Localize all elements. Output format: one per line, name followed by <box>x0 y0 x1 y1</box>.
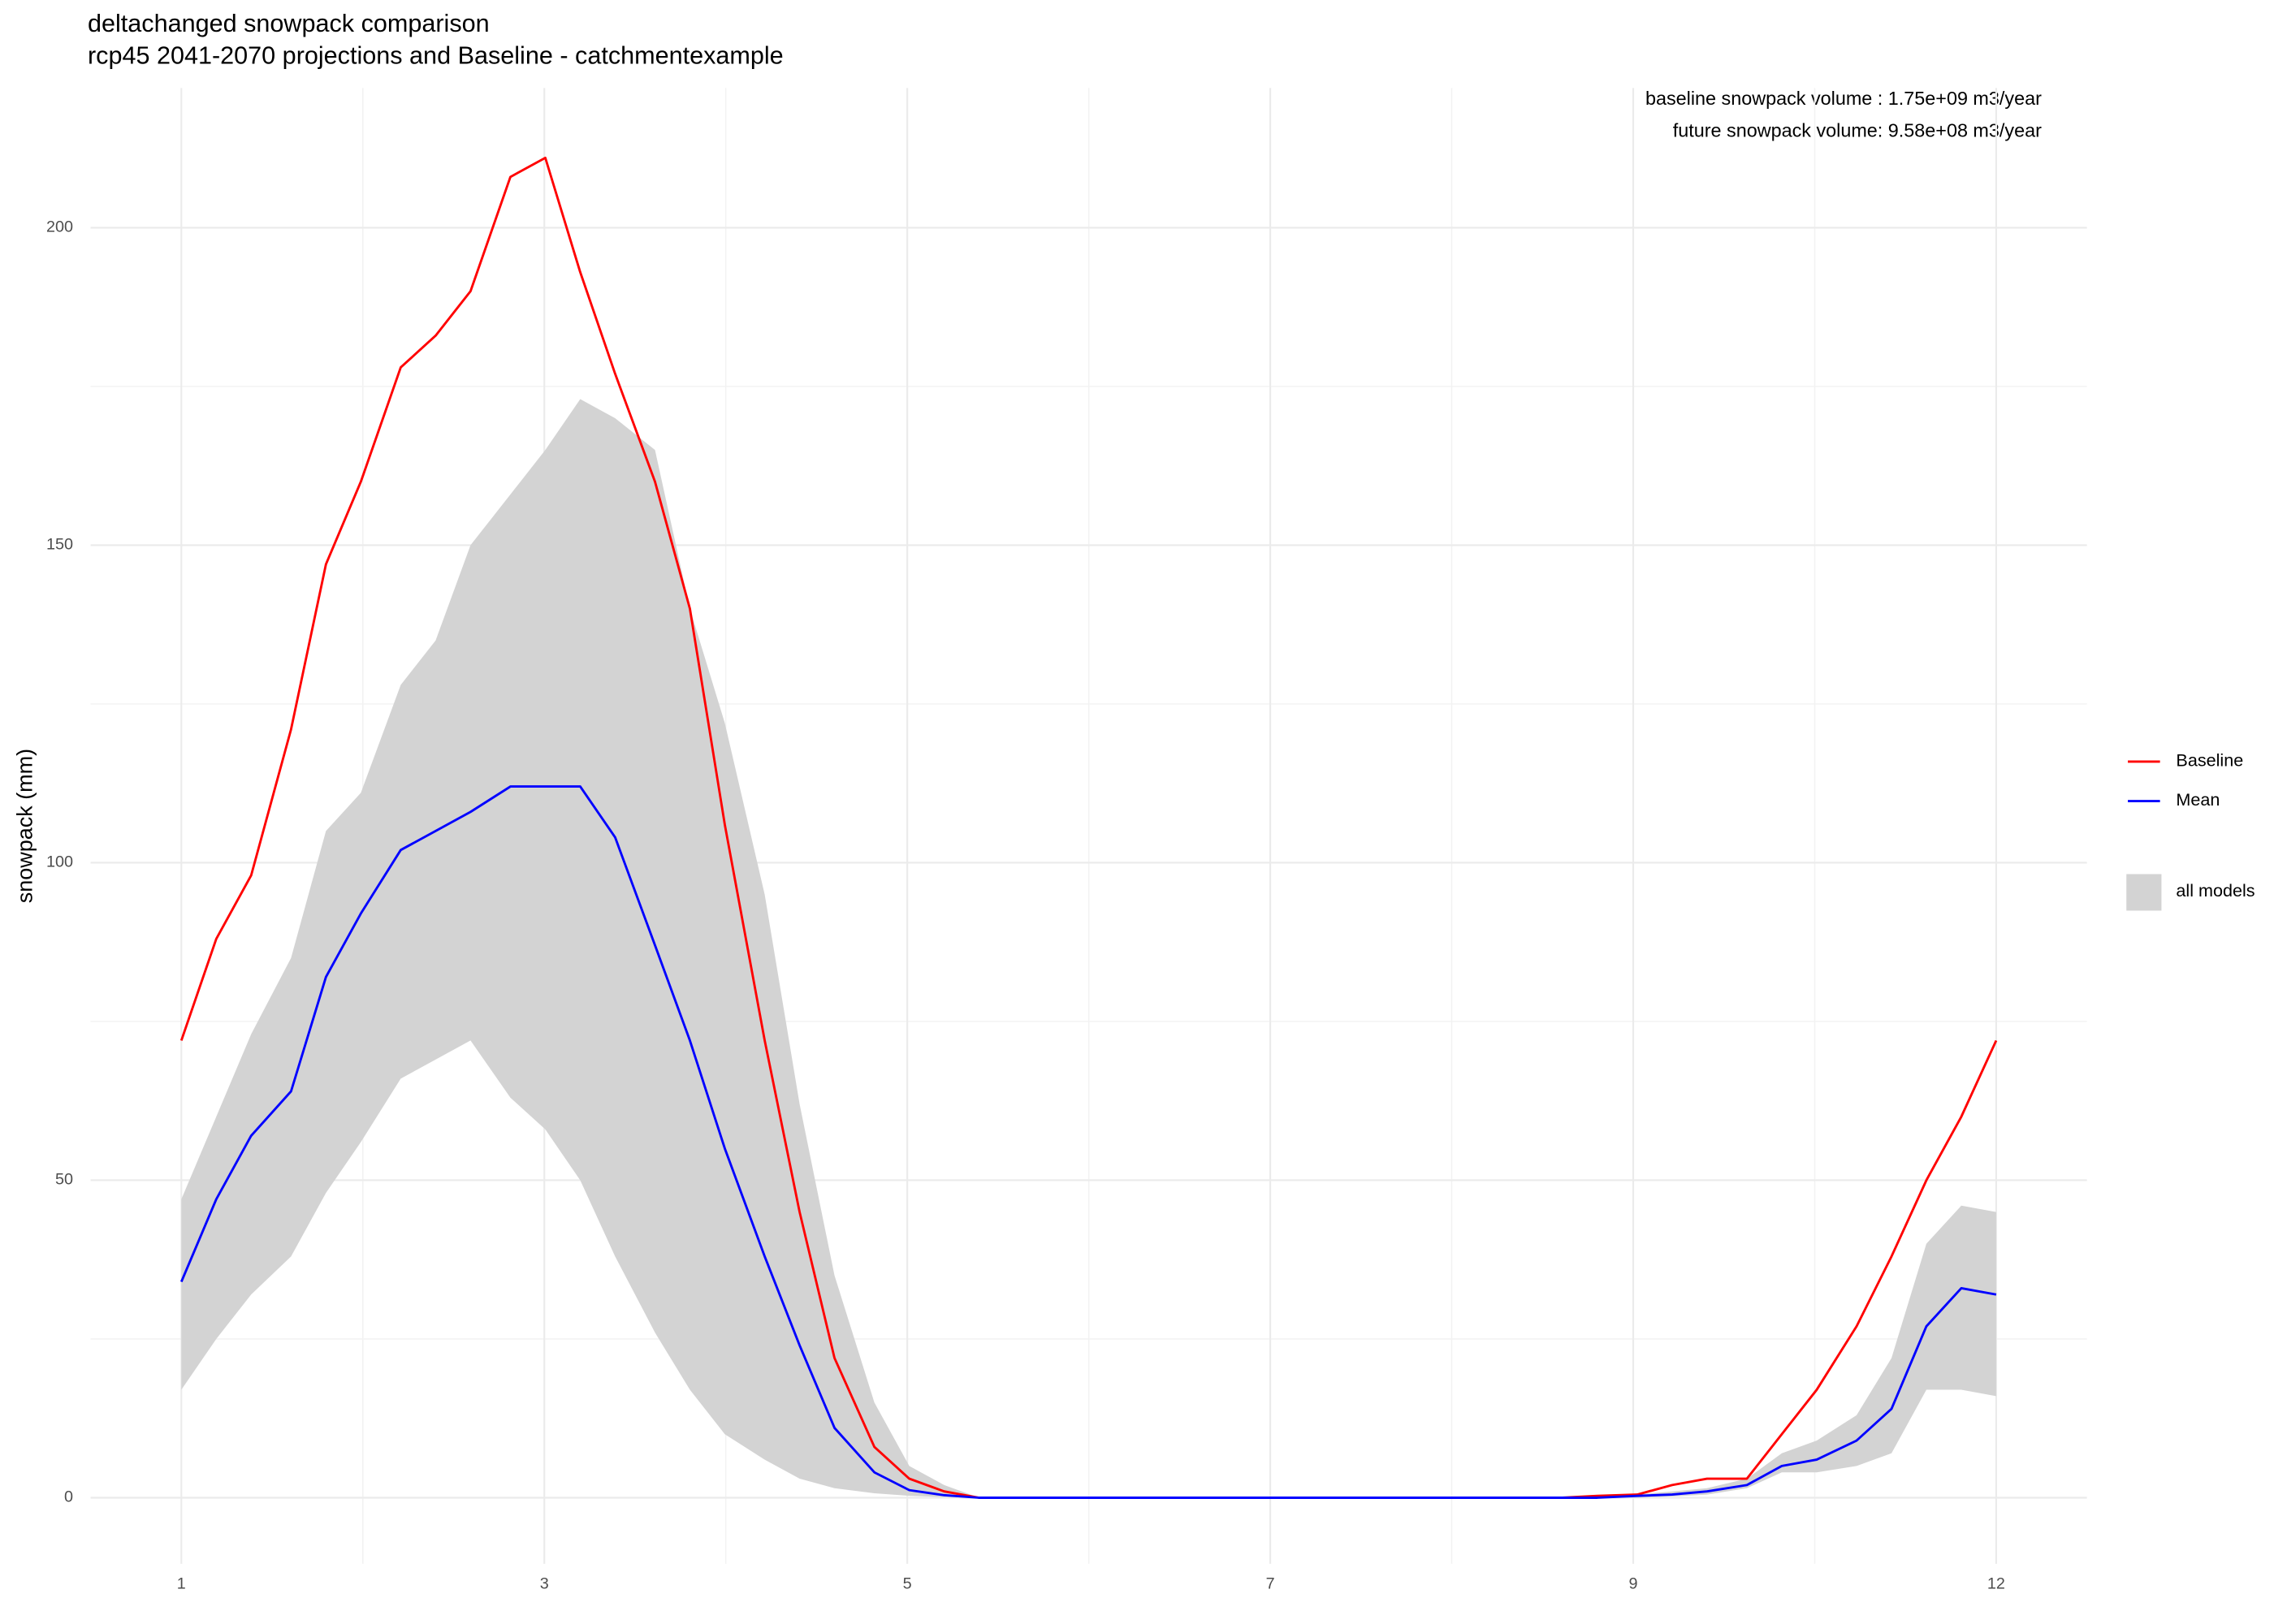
y-tick-label: 0 <box>64 1488 73 1506</box>
x-tick-label: 12 <box>1987 1574 2005 1592</box>
chart-subtitle: rcp45 2041-2070 projections and Baseline… <box>88 42 784 70</box>
legend-swatch <box>2126 874 2162 911</box>
y-tick-label: 200 <box>46 218 73 236</box>
annotation: future snowpack volume: 9.58e+08 m3/year <box>1673 120 2042 141</box>
legend-label: all models <box>2176 880 2255 901</box>
x-tick-label: 9 <box>1628 1574 1637 1592</box>
ribbon <box>181 399 1996 1498</box>
line <box>179 785 1997 1499</box>
x-tick-label: 3 <box>540 1574 549 1592</box>
x-tick-label: 5 <box>903 1574 912 1592</box>
legend-label: Mean <box>2176 789 2220 810</box>
y-tick-label: 150 <box>46 536 73 554</box>
x-tick-label: 1 <box>177 1574 186 1592</box>
chart-title: deltachanged snowpack comparison <box>88 10 490 37</box>
y-tick-label: 50 <box>55 1171 73 1189</box>
legend: Baseline Mean all models <box>2126 750 2255 911</box>
y-tick-label: 100 <box>46 853 73 871</box>
y-axis-label: snowpack (mm) <box>13 749 37 903</box>
annotation: baseline snowpack volume : 1.75e+09 m3/y… <box>1645 88 2042 109</box>
x-tick-label: 7 <box>1266 1574 1275 1592</box>
legend-label: Baseline <box>2176 750 2243 771</box>
plot <box>179 156 1998 1499</box>
